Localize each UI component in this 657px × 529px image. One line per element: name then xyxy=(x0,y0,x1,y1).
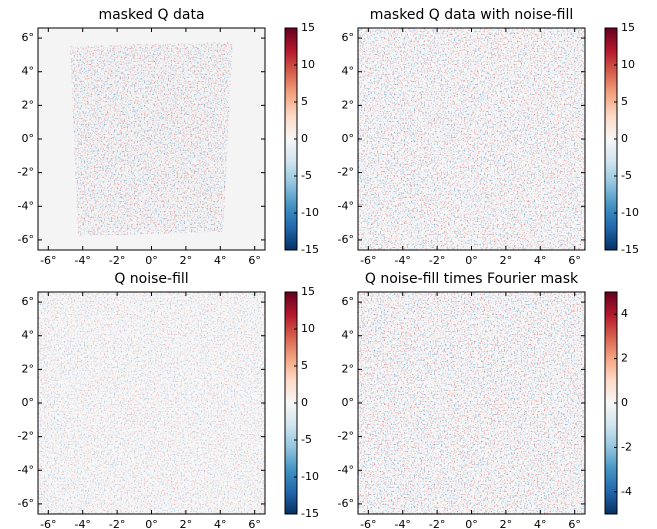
colorbar-tick-label: -4 xyxy=(621,485,632,498)
x-tick-label: 2° xyxy=(180,254,193,267)
x-tick-label: 0° xyxy=(465,254,478,267)
colorbar-tick-label: -10 xyxy=(301,470,319,483)
heatmap-image xyxy=(358,28,585,250)
colorbar-tick-label: -2 xyxy=(621,440,632,453)
noise-blue xyxy=(38,292,265,514)
y-tick-label: -6° xyxy=(338,233,354,246)
colorbar-tick-label: 0 xyxy=(301,396,308,409)
colorbar-tick-label: 0 xyxy=(621,132,628,145)
y-tick-label: 0° xyxy=(342,396,355,409)
y-tick-label: 6° xyxy=(22,295,35,308)
noise xyxy=(358,292,585,514)
colorbar-tick-label: 10 xyxy=(301,322,315,335)
x-tick-label: -2° xyxy=(429,254,445,267)
colorbar-tick-label: -15 xyxy=(621,243,639,256)
colorbar-tick-label: 15 xyxy=(301,285,315,298)
y-tick-label: -6° xyxy=(18,497,34,510)
x-tick-label: 6° xyxy=(568,518,581,529)
colorbar-tick-label: 5 xyxy=(301,95,308,108)
x-tick-label: 4° xyxy=(534,254,547,267)
x-tick-label: 6° xyxy=(248,254,261,267)
y-tick-label: 4° xyxy=(342,329,355,342)
y-tick-label: 4° xyxy=(22,329,35,342)
noise xyxy=(70,42,233,236)
heatmap-image xyxy=(358,292,585,514)
x-tick-label: 4° xyxy=(534,518,547,529)
colorbar-tick-label: 0 xyxy=(621,396,628,409)
colorbar-tick-label: 15 xyxy=(301,21,315,34)
colorbar-tick-label: -10 xyxy=(301,206,319,219)
y-tick-label: -6° xyxy=(18,233,34,246)
y-tick-label: -4° xyxy=(338,463,354,476)
x-tick-label: 6° xyxy=(568,254,581,267)
noise-blue xyxy=(70,42,233,236)
colorbar-tick-label: -5 xyxy=(621,169,632,182)
y-tick-label: 6° xyxy=(22,31,35,44)
y-tick-label: -2° xyxy=(338,430,354,443)
y-tick-label: -4° xyxy=(18,199,34,212)
x-tick-label: -6° xyxy=(360,518,376,529)
x-tick-label: -4° xyxy=(394,254,410,267)
panel-title: Q noise-fill times Fourier mask xyxy=(365,271,579,287)
y-tick-label: -4° xyxy=(338,199,354,212)
y-tick-label: 2° xyxy=(22,98,35,111)
colorbar-tick-label: -10 xyxy=(621,206,639,219)
colorbar-tick-label: 5 xyxy=(301,359,308,372)
y-tick-label: 2° xyxy=(342,362,355,375)
y-tick-label: -2° xyxy=(18,166,34,179)
y-tick-label: -6° xyxy=(338,497,354,510)
y-tick-label: -2° xyxy=(338,166,354,179)
y-tick-label: 2° xyxy=(22,362,35,375)
x-tick-label: 0° xyxy=(145,518,158,529)
colorbar-tick-label: -15 xyxy=(301,243,319,256)
colorbar-tick-label: 4 xyxy=(621,307,628,320)
noise xyxy=(38,292,265,514)
panel-title: masked Q data xyxy=(98,7,204,23)
heatmap-image xyxy=(38,28,265,250)
y-tick-label: 0° xyxy=(342,132,355,145)
y-tick-label: 6° xyxy=(342,31,355,44)
y-tick-label: 2° xyxy=(342,98,355,111)
x-tick-label: -4° xyxy=(394,518,410,529)
noise xyxy=(358,28,585,250)
x-tick-label: 6° xyxy=(248,518,261,529)
panel-title: masked Q data with noise-fill xyxy=(370,7,574,23)
heatmap-image xyxy=(38,292,265,514)
y-tick-label: -2° xyxy=(18,430,34,443)
x-tick-label: 2° xyxy=(500,254,513,267)
colorbar-tick-label: 15 xyxy=(621,21,635,34)
x-tick-label: 2° xyxy=(500,518,513,529)
colorbar-tick-label: 5 xyxy=(621,95,628,108)
colorbar-tick-label: 2 xyxy=(621,352,628,365)
y-tick-label: 0° xyxy=(22,132,35,145)
panel-title: Q noise-fill xyxy=(114,271,188,287)
noise-blue xyxy=(358,28,585,250)
x-tick-label: 4° xyxy=(214,254,227,267)
y-tick-label: 0° xyxy=(22,396,35,409)
colorbar-tick-label: 10 xyxy=(621,58,635,71)
x-tick-label: -4° xyxy=(74,518,90,529)
x-tick-label: -6° xyxy=(40,518,56,529)
y-tick-label: 4° xyxy=(22,65,35,78)
x-tick-label: -6° xyxy=(40,254,56,267)
y-tick-label: 6° xyxy=(342,295,355,308)
x-tick-label: -2° xyxy=(109,254,125,267)
colorbar-tick-label: -15 xyxy=(301,507,319,520)
colorbar-tick-label: 0 xyxy=(301,132,308,145)
x-tick-label: -6° xyxy=(360,254,376,267)
y-tick-label: 4° xyxy=(342,65,355,78)
x-tick-label: 0° xyxy=(465,518,478,529)
colorbar-tick-label: -5 xyxy=(301,169,312,182)
x-tick-label: 0° xyxy=(145,254,158,267)
colorbar-tick-label: -5 xyxy=(301,433,312,446)
x-tick-label: -2° xyxy=(429,518,445,529)
y-tick-label: -4° xyxy=(18,463,34,476)
x-tick-label: -2° xyxy=(109,518,125,529)
x-tick-label: -4° xyxy=(74,254,90,267)
x-tick-label: 2° xyxy=(180,518,193,529)
colorbar-tick-label: 10 xyxy=(301,58,315,71)
x-tick-label: 4° xyxy=(214,518,227,529)
noise-blue xyxy=(358,292,585,514)
